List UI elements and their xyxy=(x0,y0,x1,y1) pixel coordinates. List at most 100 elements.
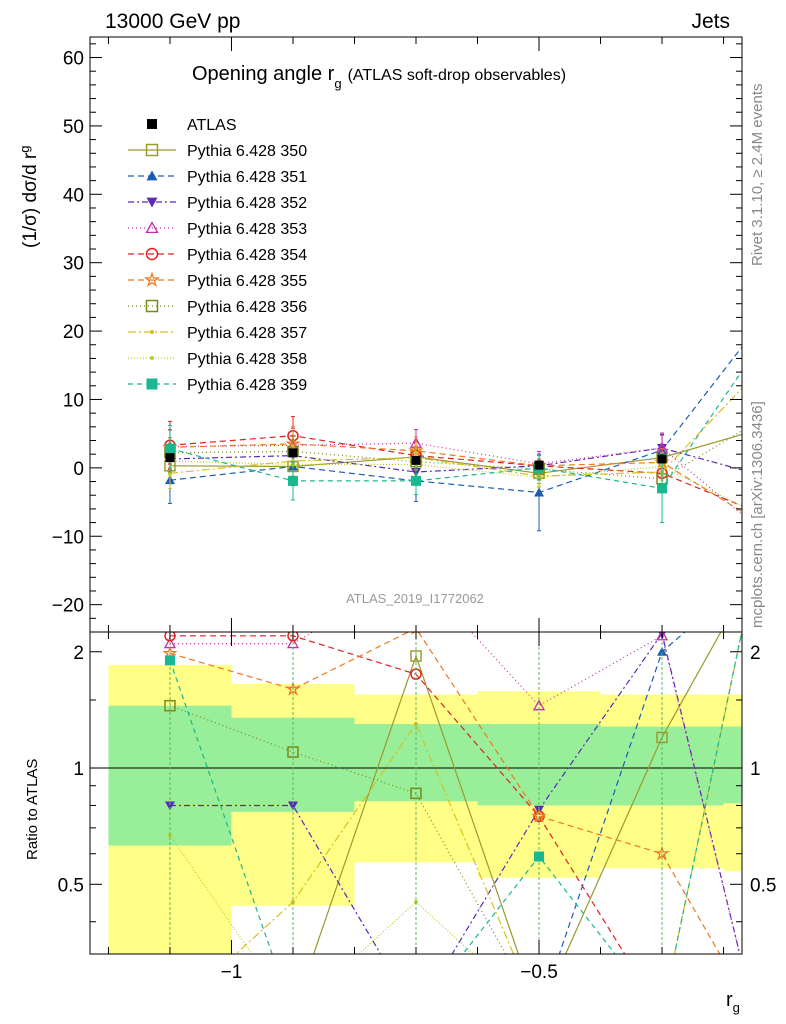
ratio-line xyxy=(235,632,742,954)
y-tick-label: 0 xyxy=(73,459,84,480)
ratio-point xyxy=(749,1009,759,1018)
ratio-y-tick-label-right: 1 xyxy=(750,759,761,780)
ratio-point xyxy=(411,1010,421,1019)
legend-label: Pythia 6.428 355 xyxy=(187,273,307,290)
series-line xyxy=(169,345,742,494)
ratio-point xyxy=(285,681,301,696)
ratio-point xyxy=(288,1009,298,1018)
series-4 xyxy=(163,427,742,516)
data-point xyxy=(534,487,545,497)
atlas-data-point xyxy=(411,455,421,465)
ratio-point xyxy=(165,1009,175,1018)
side-text-rivet: Rivet 3.1.10, ≥ 2.4M events xyxy=(749,84,766,267)
legend-marker xyxy=(146,378,158,390)
legend-marker xyxy=(150,356,154,360)
xlabel-main: r xyxy=(726,989,733,1011)
series-5 xyxy=(164,416,742,507)
y-tick-label: −10 xyxy=(52,527,84,548)
y-tick-label: 40 xyxy=(63,185,84,206)
legend-marker xyxy=(146,197,158,208)
data-point xyxy=(752,374,756,378)
ratio-point xyxy=(657,1009,667,1019)
atlas-data-point xyxy=(657,454,667,464)
ratio-line xyxy=(170,635,626,954)
ratio-point xyxy=(410,650,422,662)
series-10 xyxy=(164,369,742,524)
legend-label: Pythia 6.428 351 xyxy=(187,169,307,186)
x-tick-label: −0.5 xyxy=(520,962,558,983)
ratio-point xyxy=(534,1009,544,1019)
legend-label: Pythia 6.428 357 xyxy=(187,325,307,342)
ratio-point xyxy=(749,1010,759,1019)
ratio-point xyxy=(752,1012,756,1016)
series-line xyxy=(169,442,742,516)
title-sub: g xyxy=(334,76,341,91)
ratio-point xyxy=(288,1009,298,1019)
legend-marker xyxy=(146,170,158,181)
legend-entry-10: Pythia 6.428 359 xyxy=(128,377,307,394)
y-tick-label: 60 xyxy=(63,49,84,70)
data-point xyxy=(657,483,668,494)
ratio-point xyxy=(287,801,298,811)
series-line xyxy=(169,460,742,507)
legend-label: Pythia 6.428 358 xyxy=(187,351,307,368)
atlas-data-point xyxy=(534,460,544,470)
ratio-point xyxy=(290,899,295,904)
series-line xyxy=(169,443,742,513)
y-tick-label: 20 xyxy=(63,322,84,343)
ratio-point xyxy=(291,1012,295,1016)
ratio-point xyxy=(657,1009,667,1019)
title-main: Opening angle r xyxy=(192,63,335,85)
ratio-point xyxy=(660,1012,664,1016)
ratio-series-10 xyxy=(164,632,742,1019)
atlas-data-point xyxy=(288,448,298,458)
ratio-point xyxy=(537,1012,541,1016)
series-6 xyxy=(162,426,742,513)
legend-entry-1: Pythia 6.428 350 xyxy=(128,143,307,160)
legend-entry-atlas: ATLAS xyxy=(147,117,237,134)
legend-marker xyxy=(145,221,159,234)
main-plot-layer xyxy=(162,326,759,532)
data-point xyxy=(164,443,175,454)
ratio-point xyxy=(168,1012,172,1016)
data-point xyxy=(411,475,421,486)
ratio-point xyxy=(537,1012,541,1016)
ratio-line xyxy=(169,632,742,954)
ylabel-main: (1/σ) dσ/d r xyxy=(20,152,41,248)
y-tick-label: 10 xyxy=(63,390,84,411)
ratio-line xyxy=(558,632,686,954)
legend-entry-2: Pythia 6.428 351 xyxy=(128,169,307,186)
series-line xyxy=(169,430,742,480)
legend-entry-3: Pythia 6.428 352 xyxy=(128,195,307,212)
legend-entry-6: Pythia 6.428 355 xyxy=(128,271,307,290)
ratio-point xyxy=(164,655,175,666)
y-tick-label: 30 xyxy=(63,254,84,275)
y-tick-label: −20 xyxy=(52,596,84,617)
legend-marker xyxy=(150,330,154,334)
legend-entry-4: Pythia 6.428 353 xyxy=(128,221,307,238)
legend-label: Pythia 6.428 352 xyxy=(187,195,307,212)
side-text-mcplots: mcplots.cern.ch [arXiv:1306.3436] xyxy=(749,401,766,628)
series-line xyxy=(169,369,742,490)
main-y-axis-label: (1/σ) dσ/d rg xyxy=(17,146,41,249)
ratio-point xyxy=(411,1009,421,1019)
ratio-y-tick-label-right: 2 xyxy=(750,643,761,664)
legend-label: Pythia 6.428 359 xyxy=(187,377,307,394)
ratio-point xyxy=(534,1009,544,1018)
ratio-point xyxy=(164,801,175,811)
data-point xyxy=(749,326,759,335)
ratio-y-tick-label: 1 xyxy=(73,759,84,780)
legend-marker xyxy=(145,143,159,157)
legend: ATLAS Pythia 6.428 350 Pythia 6.428 351 Pyt… xyxy=(128,117,307,394)
ratio-y-tick-label-right: 0.5 xyxy=(750,875,776,896)
ratio-point xyxy=(165,965,175,975)
legend-marker xyxy=(147,119,157,129)
ratio-point xyxy=(411,567,421,576)
legend-entry-7: Pythia 6.428 356 xyxy=(128,299,307,316)
ratio-y-tick-label: 2 xyxy=(73,643,84,664)
ratio-y-axis-label: Ratio to ATLAS xyxy=(24,759,41,860)
ratio-point xyxy=(660,1012,664,1016)
ratio-point xyxy=(534,1009,544,1019)
legend-marker xyxy=(143,271,161,287)
